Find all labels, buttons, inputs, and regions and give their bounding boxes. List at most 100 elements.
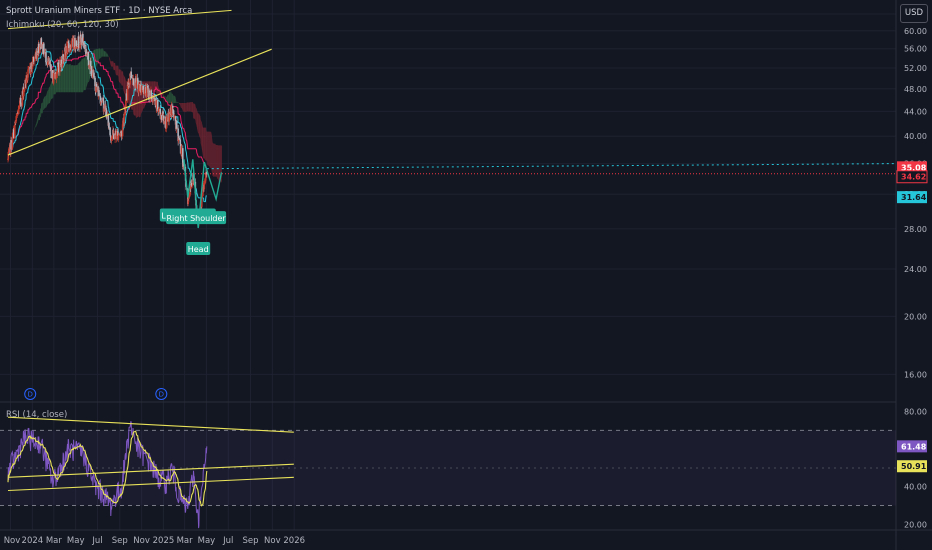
candle-body bbox=[202, 192, 204, 197]
candle-body bbox=[49, 64, 52, 65]
candle-body bbox=[204, 172, 207, 181]
dividend-marker[interactable] bbox=[155, 388, 168, 400]
cloud-segment bbox=[166, 94, 168, 103]
candle-body bbox=[7, 151, 10, 153]
rsi-ma-line bbox=[7, 430, 208, 507]
candle-body bbox=[83, 41, 85, 45]
candle-body bbox=[174, 116, 177, 125]
head-label-box[interactable] bbox=[186, 241, 211, 255]
cloud-segment bbox=[73, 65, 75, 93]
candle-body bbox=[89, 60, 92, 67]
currency-button[interactable]: USD bbox=[900, 4, 928, 23]
candle-body bbox=[53, 72, 55, 80]
cloud-segment bbox=[215, 144, 217, 177]
candle-body bbox=[40, 38, 43, 49]
cloud-segment bbox=[210, 131, 211, 169]
cloud-segment bbox=[176, 102, 178, 103]
cloud-segment bbox=[136, 81, 138, 118]
right-shoulder-label-box[interactable] bbox=[166, 211, 227, 225]
time-tick-label: Nov bbox=[133, 536, 150, 546]
candle-body bbox=[109, 134, 112, 137]
candle-body bbox=[188, 197, 190, 199]
candle-body bbox=[163, 115, 165, 124]
cloud-segment bbox=[106, 53, 108, 57]
cloud-segment bbox=[41, 102, 43, 114]
candle-body bbox=[90, 66, 93, 77]
cloud-segment bbox=[189, 102, 191, 112]
candle-body bbox=[11, 133, 14, 143]
candle-body bbox=[113, 133, 115, 140]
dividend-marker-letter: D bbox=[159, 391, 164, 399]
cloud-segment bbox=[68, 63, 70, 93]
candle-body bbox=[100, 101, 102, 103]
candle-body bbox=[39, 44, 41, 53]
cloud-segment bbox=[46, 90, 48, 108]
cloud-segment bbox=[208, 131, 210, 166]
candle-body bbox=[98, 90, 100, 96]
candle-body bbox=[117, 135, 120, 136]
indicator-legend[interactable]: Ichimoku (20, 60, 120, 30) bbox=[6, 20, 119, 30]
cloud-segment bbox=[169, 92, 171, 103]
cloud-segment bbox=[208, 131, 209, 166]
cloud-segment bbox=[216, 144, 217, 178]
candle-body bbox=[79, 34, 82, 45]
cloud-segment bbox=[209, 131, 211, 168]
candle-body bbox=[57, 62, 59, 65]
cloud-segment bbox=[124, 75, 126, 95]
candle-body bbox=[148, 90, 150, 100]
candle-body bbox=[142, 92, 145, 95]
cloud-segment bbox=[212, 143, 214, 177]
price-trendline[interactable] bbox=[7, 9, 232, 30]
rsi-legend[interactable]: RSI (14, close) bbox=[6, 410, 68, 420]
candle-body bbox=[177, 128, 179, 142]
time-tick-label: Sep bbox=[242, 536, 258, 546]
candle-body bbox=[178, 137, 181, 140]
cloud-segment bbox=[111, 61, 113, 67]
candle-body bbox=[135, 82, 138, 88]
candle-body bbox=[62, 54, 64, 61]
candle-body bbox=[158, 110, 160, 112]
cloud-segment bbox=[43, 96, 45, 110]
rsi-trendline[interactable] bbox=[7, 416, 294, 433]
candle-body bbox=[179, 139, 182, 145]
candle-body bbox=[159, 108, 162, 114]
cloud-segment bbox=[101, 48, 103, 57]
dividend-marker[interactable] bbox=[24, 388, 37, 400]
candle-body bbox=[160, 115, 163, 120]
candle-body bbox=[206, 172, 208, 174]
candle-body bbox=[88, 65, 90, 67]
price-tag-box bbox=[897, 191, 927, 204]
right-shoulder-label: Right Shoulder bbox=[166, 214, 226, 223]
candle-body bbox=[35, 52, 38, 59]
cloud-segment bbox=[213, 143, 215, 177]
candle-body bbox=[99, 96, 102, 104]
rsi-tag-box bbox=[897, 440, 927, 453]
candle-body bbox=[65, 45, 68, 57]
cloud-segment bbox=[96, 48, 98, 67]
candle-body bbox=[77, 46, 79, 49]
candle-body bbox=[55, 73, 58, 79]
rsi-trendline[interactable] bbox=[7, 463, 294, 478]
candle-body bbox=[87, 51, 90, 61]
candle-body bbox=[45, 51, 47, 63]
cloud-segment bbox=[179, 102, 181, 106]
candle-body bbox=[133, 84, 135, 86]
candle-body bbox=[30, 63, 33, 69]
rsi-line bbox=[7, 421, 208, 529]
rsi-trendline[interactable] bbox=[7, 476, 294, 492]
candle-body bbox=[85, 48, 87, 55]
head-shoulders-pattern[interactable] bbox=[183, 159, 223, 229]
price-trendline[interactable] bbox=[7, 48, 272, 156]
price-tick-label: 56.00 bbox=[904, 45, 927, 54]
candle-body bbox=[14, 121, 16, 125]
candle-body bbox=[94, 77, 96, 87]
candle-body bbox=[135, 78, 138, 83]
candle-body bbox=[124, 106, 126, 116]
candle-body bbox=[20, 104, 23, 106]
head-label: Head bbox=[188, 245, 209, 254]
candle-body bbox=[90, 66, 92, 67]
cloud-segment bbox=[36, 118, 38, 127]
cloud-segment bbox=[196, 109, 198, 133]
